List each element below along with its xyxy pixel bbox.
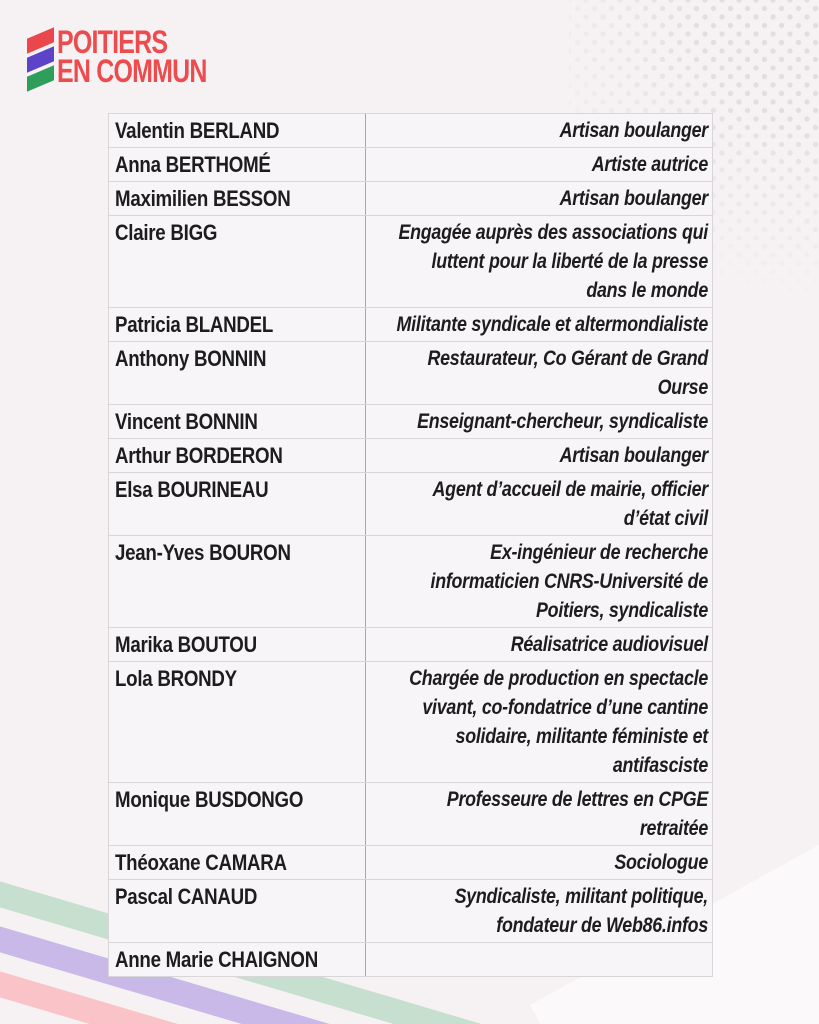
- candidate-role-cell: Enseignant-chercheur, syndicaliste: [366, 405, 712, 438]
- candidate-name: Marika BOUTOU: [115, 632, 257, 657]
- candidate-role-cell: Professeure de lettres en CPGE retraitée: [366, 783, 712, 845]
- candidate-name-cell: Jean-Yves BOURON: [109, 536, 366, 627]
- candidate-role-cell: Militante syndicale et altermondialiste: [366, 308, 712, 341]
- candidate-name: Valentin BERLAND: [115, 118, 280, 143]
- logo-stripes-icon: [27, 27, 54, 92]
- table-row: Maximilien BESSON Artisan boulanger: [109, 182, 712, 216]
- table-row: Théoxane CAMARA Sociologue: [109, 846, 712, 880]
- table-row: Valentin BERLAND Artisan boulanger: [109, 114, 712, 148]
- candidate-role: Artisan boulanger: [559, 119, 709, 142]
- candidate-role-cell: [366, 943, 712, 976]
- candidate-name: Anthony BONNIN: [115, 346, 267, 371]
- candidate-role: Artisan boulanger: [559, 187, 709, 210]
- candidate-name-cell: Elsa BOURINEAU: [109, 473, 366, 535]
- candidate-name: Jean-Yves BOURON: [115, 540, 291, 565]
- candidate-role: Réalisatrice audiovisuel: [510, 633, 709, 656]
- table-row: Anna BERTHOMÉ Artiste autrice: [109, 148, 712, 182]
- table-row: Jean-Yves BOURON Ex-ingénieur de recherc…: [109, 536, 712, 628]
- candidate-name: Elsa BOURINEAU: [115, 477, 269, 502]
- table-row: Lola BRONDY Chargée de production en spe…: [109, 662, 712, 783]
- candidate-role: Artiste autrice: [591, 153, 708, 176]
- candidate-name: Vincent BONNIN: [115, 409, 258, 434]
- candidate-name: Monique BUSDONGO: [115, 787, 304, 812]
- table-row: Anthony BONNIN Restaurateur, Co Gérant d…: [109, 342, 712, 405]
- candidate-name: Claire BIGG: [115, 220, 218, 245]
- candidate-name-cell: Patricia BLANDEL: [109, 308, 366, 341]
- table-row: Marika BOUTOU Réalisatrice audiovisuel: [109, 628, 712, 662]
- candidate-role: Professeure de lettres en CPGE retraitée: [446, 788, 708, 840]
- candidate-name-cell: Claire BIGG: [109, 216, 366, 307]
- candidate-role-cell: Engagée auprès des associations qui lutt…: [366, 216, 712, 307]
- table-row: Monique BUSDONGO Professeure de lettres …: [109, 783, 712, 846]
- table-row: Pascal CANAUD Syndicaliste, militant pol…: [109, 880, 712, 943]
- candidate-name: Anne Marie CHAIGNON: [115, 947, 318, 972]
- candidate-role: Sociologue: [614, 851, 708, 874]
- candidate-role-cell: Réalisatrice audiovisuel: [366, 628, 712, 661]
- candidate-name: Pascal CANAUD: [115, 884, 258, 909]
- candidate-role-cell: Artisan boulanger: [366, 439, 712, 472]
- candidate-role: Agent d’accueil de mairie, officier d’ét…: [432, 478, 709, 530]
- table-row: Arthur BORDERON Artisan boulanger: [109, 439, 712, 473]
- candidate-role: Militante syndicale et altermondialiste: [396, 313, 709, 336]
- table-row: Patricia BLANDEL Militante syndicale et …: [109, 308, 712, 342]
- candidate-name-cell: Anne Marie CHAIGNON: [109, 943, 366, 976]
- candidate-name: Patricia BLANDEL: [115, 312, 274, 337]
- logo-line-1: POITIERS: [57, 24, 168, 60]
- candidate-role: Artisan boulanger: [559, 444, 709, 467]
- table-row: Elsa BOURINEAU Agent d’accueil de mairie…: [109, 473, 712, 536]
- logo-line-2: EN COMMUN: [57, 53, 207, 89]
- candidate-name-cell: Lola BRONDY: [109, 662, 366, 782]
- candidate-name-cell: Théoxane CAMARA: [109, 846, 366, 879]
- candidate-name-cell: Anthony BONNIN: [109, 342, 366, 404]
- candidate-role-cell: Artiste autrice: [366, 148, 712, 181]
- candidate-name-cell: Pascal CANAUD: [109, 880, 366, 942]
- candidate-name-cell: Anna BERTHOMÉ: [109, 148, 366, 181]
- candidate-role-cell: Ex-ingénieur de recherche informaticien …: [366, 536, 712, 627]
- candidate-role-cell: Sociologue: [366, 846, 712, 879]
- candidate-name-cell: Marika BOUTOU: [109, 628, 366, 661]
- candidate-name: Anna BERTHOMÉ: [115, 152, 271, 177]
- candidate-name-cell: Vincent BONNIN: [109, 405, 366, 438]
- candidate-name: Arthur BORDERON: [115, 443, 283, 468]
- candidate-role: Enseignant-chercheur, syndicaliste: [417, 410, 708, 433]
- table-row: Anne Marie CHAIGNON: [109, 943, 712, 976]
- candidate-role: Restaurateur, Co Gérant de Grand Ourse: [427, 347, 708, 399]
- candidate-name-cell: Valentin BERLAND: [109, 114, 366, 147]
- candidate-name: Maximilien BESSON: [115, 186, 291, 211]
- table-row: Claire BIGG Engagée auprès des associati…: [109, 216, 712, 308]
- logo-text: POITIERS EN COMMUN: [57, 24, 249, 90]
- candidate-name-cell: Arthur BORDERON: [109, 439, 366, 472]
- candidate-name: Théoxane CAMARA: [115, 850, 287, 875]
- candidate-role: Ex-ingénieur de recherche informaticien …: [430, 541, 708, 622]
- candidate-role-cell: Syndicaliste, militant politique, fondat…: [366, 880, 712, 942]
- candidate-role-cell: Artisan boulanger: [366, 114, 712, 147]
- candidate-role-cell: Agent d’accueil de mairie, officier d’ét…: [366, 473, 712, 535]
- candidate-name-cell: Maximilien BESSON: [109, 182, 366, 215]
- candidate-role-cell: Restaurateur, Co Gérant de Grand Ourse: [366, 342, 712, 404]
- table-row: Vincent BONNIN Enseignant-chercheur, syn…: [109, 405, 712, 439]
- candidate-role-cell: Artisan boulanger: [366, 182, 712, 215]
- candidates-table: Valentin BERLAND Artisan boulanger Anna …: [108, 113, 713, 977]
- candidate-role: Syndicaliste, militant politique, fondat…: [454, 885, 709, 937]
- candidate-name-cell: Monique BUSDONGO: [109, 783, 366, 845]
- logo-poitiers-en-commun: POITIERS EN COMMUN: [27, 24, 249, 92]
- candidate-role: Engagée auprès des associations qui lutt…: [398, 221, 708, 302]
- candidate-role: Chargée de production en spectacle vivan…: [409, 667, 708, 777]
- candidate-role-cell: Chargée de production en spectacle vivan…: [366, 662, 712, 782]
- candidate-name: Lola BRONDY: [115, 666, 237, 691]
